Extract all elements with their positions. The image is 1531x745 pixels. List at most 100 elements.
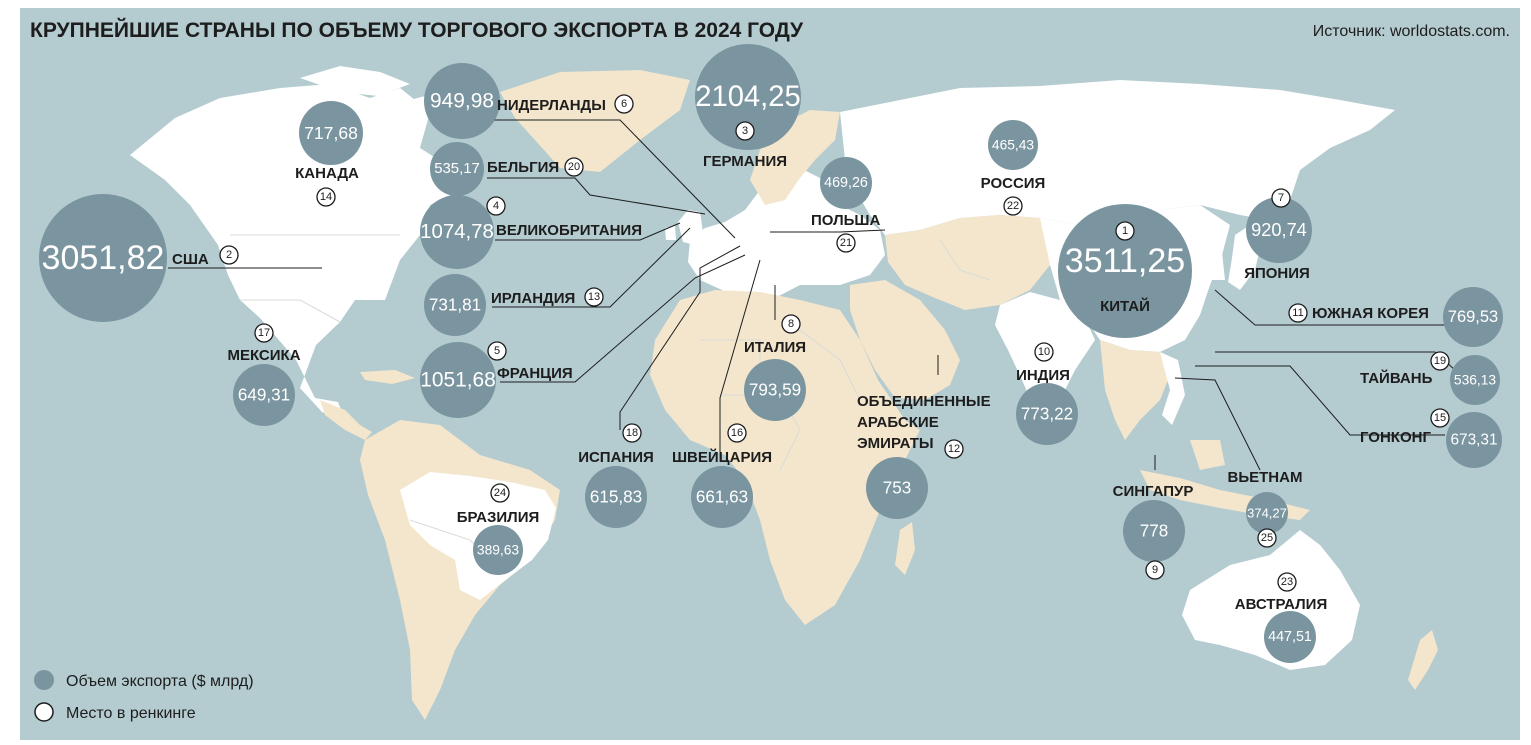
central-asia (885, 215, 1060, 310)
country-11-marker: 793,59 ИТАЛИЯ 8 (744, 314, 806, 421)
export-value: 536,13 (1454, 373, 1497, 388)
export-value: 1074,78 (420, 221, 494, 243)
country-15-marker: 773,22 ИНДИЯ 10 (1016, 342, 1078, 445)
export-bubble (866, 457, 928, 519)
export-bubble (1016, 383, 1078, 445)
rank-number: 14 (320, 191, 332, 203)
rank-badge (1430, 351, 1450, 371)
country-name: ВЕЛИКОБРИТАНИЯ (496, 222, 642, 239)
export-value: 778 (1140, 522, 1169, 541)
rank-number: 21 (840, 237, 852, 249)
country-name: НИДЕРЛАНДЫ (497, 97, 606, 114)
rank-badge (735, 121, 755, 141)
country-name: ШВЕЙЦАРИЯ (672, 448, 772, 466)
source-note: Источник: worldostats.com. (1313, 23, 1510, 40)
country-name: ВЬЕТНАМ (1228, 469, 1303, 486)
map-title: КРУПНЕЙШИЕ СТРАНЫ ПО ОБЪЕМУ ТОРГОВОГО ЭК… (30, 18, 804, 42)
country-13-marker: 661,63 ШВЕЙЦАРИЯ 16 (672, 423, 772, 528)
export-bubble (988, 120, 1038, 170)
new-zealand (1408, 630, 1438, 690)
legend-export-label: Объем экспорта ($ млрд) (66, 673, 254, 690)
country-7-marker: 1051,68 ФРАНЦИЯ 5 (420, 341, 573, 418)
rank-number: 11 (1292, 307, 1303, 319)
rank-number: 6 (621, 98, 627, 110)
rank-number: 23 (1281, 576, 1293, 588)
export-value: 731,81 (429, 296, 481, 315)
rank-badge (254, 323, 274, 343)
rank-badge (614, 94, 634, 114)
export-value: 673,31 (1450, 432, 1497, 449)
rank-number: 5 (494, 345, 500, 357)
russia (840, 80, 1395, 235)
country-name: ИРЛАНДИЯ (491, 290, 575, 307)
rank-number: 4 (493, 200, 499, 212)
rank-badge (1003, 196, 1023, 216)
rank-badge (1115, 221, 1135, 241)
rank-badge (584, 287, 604, 307)
export-bubble (420, 195, 494, 269)
country-name-line: ЭМИРАТЫ (857, 435, 934, 452)
export-bubble (430, 142, 484, 196)
rank-badge (1257, 528, 1277, 548)
country-name: БЕЛЬГИЯ (487, 159, 559, 176)
country-16-marker: 3511,25 КИТАЙ 1 (1058, 204, 1192, 338)
country-name: ИСПАНИЯ (578, 449, 654, 466)
country-3-marker: 949,98 НИДЕРЛАНДЫ 6 (424, 63, 634, 139)
country-name: АВСТРАЛИЯ (1235, 596, 1328, 613)
country-10-marker: 465,43 РОССИЯ 22 (981, 120, 1045, 216)
rank-badge (316, 187, 336, 207)
export-value: 3511,25 (1065, 242, 1185, 280)
rank-number: 15 (1434, 412, 1446, 424)
rank-number: 25 (1261, 532, 1273, 544)
country-name: БРАЗИЛИЯ (457, 509, 540, 526)
country-name: ЮЖНАЯ КОРЕЯ (1312, 305, 1429, 322)
country-name: ИНДИЯ (1016, 367, 1070, 384)
export-value: 717,68 (304, 123, 358, 143)
export-value: 389,63 (477, 543, 520, 558)
export-value: 469,26 (824, 175, 868, 191)
export-bubble (1446, 412, 1502, 468)
export-value: 2104,25 (695, 81, 801, 113)
country-6-marker: 731,81 ИРЛАНДИЯ 13 (424, 274, 604, 336)
land-layer (130, 66, 1438, 720)
rank-badge (486, 196, 506, 216)
country-22-marker: 778 СИНГАПУР 9 (1113, 483, 1193, 580)
export-value: 3051,82 (42, 239, 165, 277)
country-name: ГЕРМАНИЯ (703, 153, 787, 170)
rank-number: 16 (731, 427, 743, 439)
rank-number: 17 (258, 327, 270, 339)
rank-badge (1277, 572, 1297, 592)
export-value: 949,98 (430, 90, 494, 113)
export-value: 535,17 (434, 161, 480, 177)
rank-badge (487, 341, 507, 361)
country-name: ЯПОНИЯ (1244, 265, 1310, 282)
legend-rank-label: Место в ренкинге (66, 705, 196, 722)
country-name-line: ОБЪЕДИНЕННЫЕ (857, 393, 991, 410)
country-12-marker: 615,83 ИСПАНИЯ 18 (578, 423, 654, 528)
rank-number: 1 (1122, 225, 1128, 237)
country-markers: 3051,82 США 2717,68КАНАДА14649,31МЕКСИКА17… (39, 44, 1503, 663)
country-17-marker: 920,74 ЯПОНИЯ 7 (1244, 188, 1312, 282)
export-bubble (691, 466, 753, 528)
rank-badge (1271, 188, 1291, 208)
export-bubble (1246, 492, 1288, 534)
export-bubble (39, 194, 167, 322)
rank-number: 3 (742, 125, 748, 137)
arctic-islands (300, 66, 458, 118)
rank-badge (564, 157, 584, 177)
country-9-marker: 469,26 ПОЛЬША 21 (811, 157, 880, 253)
rank-number: 22 (1007, 200, 1019, 212)
rank-number: 9 (1152, 564, 1158, 576)
country-name: ГОНКОНГ (1360, 429, 1431, 446)
legend-rank-swatch (34, 702, 54, 722)
british-isles (665, 210, 703, 245)
country-name: ИТАЛИЯ (744, 339, 806, 356)
rank-badge (1430, 408, 1450, 428)
export-bubble (424, 63, 500, 139)
africa (650, 290, 920, 625)
export-bubble (299, 101, 363, 165)
country-8-marker: 2104,25 ГЕРМАНИЯ 3 (695, 44, 801, 170)
export-value: 769,53 (1448, 308, 1498, 326)
